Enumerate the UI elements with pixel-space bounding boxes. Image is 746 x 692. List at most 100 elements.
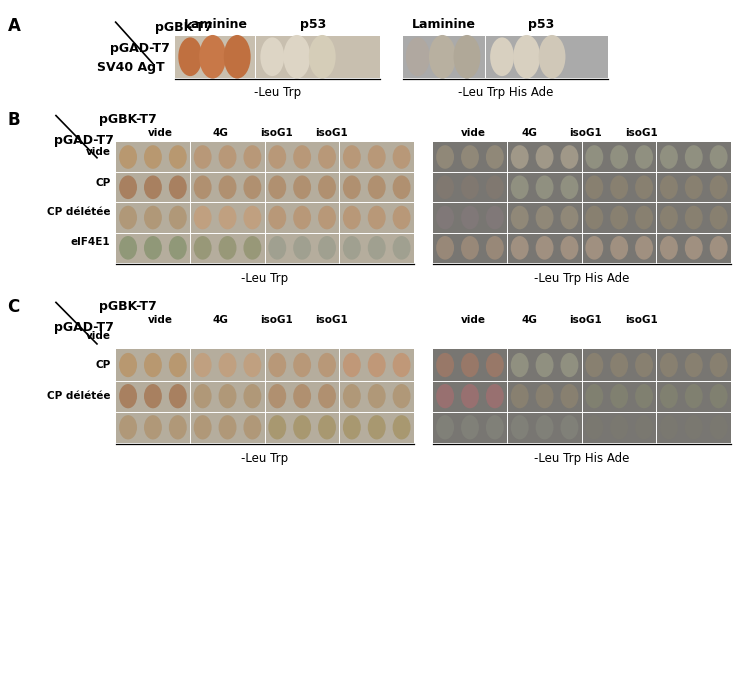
Text: vide: vide (85, 147, 110, 157)
Ellipse shape (560, 206, 578, 229)
Bar (116, 142, 414, 263)
Ellipse shape (486, 415, 504, 439)
Ellipse shape (144, 353, 162, 377)
Text: vide: vide (461, 316, 486, 325)
Ellipse shape (685, 384, 703, 408)
Ellipse shape (685, 415, 703, 439)
Text: -Leu Trp His Ade: -Leu Trp His Ade (458, 86, 554, 99)
Ellipse shape (219, 206, 236, 229)
Ellipse shape (219, 415, 236, 439)
Ellipse shape (119, 415, 137, 439)
Ellipse shape (586, 384, 604, 408)
Ellipse shape (660, 206, 678, 229)
Ellipse shape (243, 176, 261, 199)
Bar (116, 349, 414, 443)
Ellipse shape (635, 176, 653, 199)
Ellipse shape (269, 206, 286, 229)
Ellipse shape (169, 206, 186, 229)
Ellipse shape (293, 384, 311, 408)
Ellipse shape (685, 236, 703, 260)
Ellipse shape (709, 145, 727, 169)
Ellipse shape (199, 35, 226, 79)
Ellipse shape (144, 236, 162, 260)
Ellipse shape (318, 206, 336, 229)
Ellipse shape (586, 353, 604, 377)
Ellipse shape (194, 384, 212, 408)
Ellipse shape (392, 176, 410, 199)
Ellipse shape (144, 206, 162, 229)
Ellipse shape (461, 353, 479, 377)
Ellipse shape (486, 145, 504, 169)
Ellipse shape (511, 176, 529, 199)
Ellipse shape (709, 353, 727, 377)
Ellipse shape (144, 176, 162, 199)
Ellipse shape (343, 236, 361, 260)
Ellipse shape (169, 176, 186, 199)
Bar (433, 349, 731, 443)
Ellipse shape (318, 145, 336, 169)
Ellipse shape (243, 353, 261, 377)
Ellipse shape (309, 35, 336, 79)
Ellipse shape (486, 384, 504, 408)
Ellipse shape (660, 236, 678, 260)
Text: isoG1: isoG1 (569, 316, 602, 325)
Ellipse shape (194, 145, 212, 169)
Ellipse shape (436, 206, 454, 229)
Ellipse shape (586, 236, 604, 260)
Ellipse shape (169, 415, 186, 439)
Ellipse shape (318, 236, 336, 260)
Ellipse shape (486, 176, 504, 199)
Ellipse shape (269, 236, 286, 260)
Ellipse shape (436, 353, 454, 377)
Ellipse shape (560, 236, 578, 260)
Ellipse shape (635, 145, 653, 169)
Text: vide: vide (148, 129, 173, 138)
Ellipse shape (635, 415, 653, 439)
Ellipse shape (560, 415, 578, 439)
Ellipse shape (536, 236, 554, 260)
Ellipse shape (513, 35, 540, 79)
Ellipse shape (536, 176, 554, 199)
Text: -Leu Trp: -Leu Trp (241, 452, 289, 465)
Text: pGAD-T7: pGAD-T7 (110, 42, 170, 55)
Ellipse shape (293, 176, 311, 199)
Ellipse shape (293, 353, 311, 377)
Ellipse shape (586, 176, 604, 199)
Text: 4G: 4G (212, 129, 228, 138)
Ellipse shape (536, 384, 554, 408)
Ellipse shape (610, 176, 628, 199)
Ellipse shape (511, 236, 529, 260)
Ellipse shape (343, 415, 361, 439)
Ellipse shape (219, 176, 236, 199)
Ellipse shape (486, 206, 504, 229)
Ellipse shape (343, 353, 361, 377)
Ellipse shape (318, 353, 336, 377)
Text: -Leu Trp: -Leu Trp (254, 86, 301, 99)
Ellipse shape (343, 176, 361, 199)
Ellipse shape (219, 145, 236, 169)
Text: pGBK-T7: pGBK-T7 (99, 300, 157, 313)
Ellipse shape (536, 353, 554, 377)
Ellipse shape (392, 236, 410, 260)
Ellipse shape (293, 145, 311, 169)
Ellipse shape (536, 206, 554, 229)
Text: -Leu Trp: -Leu Trp (241, 272, 289, 285)
Text: pGBK-T7: pGBK-T7 (155, 21, 213, 34)
Text: pGBK-T7: pGBK-T7 (99, 113, 157, 127)
Text: C: C (7, 298, 19, 316)
Text: isoG1: isoG1 (625, 129, 658, 138)
Ellipse shape (610, 353, 628, 377)
Ellipse shape (490, 37, 514, 76)
Text: isoG1: isoG1 (316, 316, 348, 325)
Ellipse shape (429, 35, 456, 79)
Text: isoG1: isoG1 (569, 129, 602, 138)
Ellipse shape (461, 415, 479, 439)
Ellipse shape (269, 384, 286, 408)
Bar (175, 36, 380, 78)
Ellipse shape (406, 37, 430, 76)
Ellipse shape (610, 206, 628, 229)
Text: CP: CP (95, 178, 110, 188)
Ellipse shape (194, 206, 212, 229)
Text: -Leu Trp His Ade: -Leu Trp His Ade (534, 452, 630, 465)
Ellipse shape (194, 353, 212, 377)
